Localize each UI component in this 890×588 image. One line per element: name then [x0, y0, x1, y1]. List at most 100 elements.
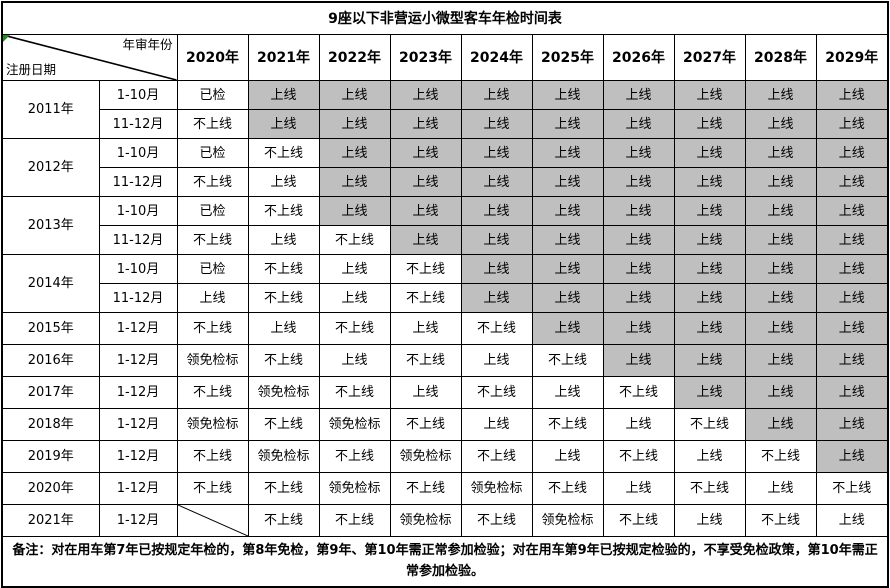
- schedule-cell: 上线: [602, 408, 675, 441]
- registration-year-cell: 2013年: [1, 196, 100, 255]
- schedule-cell: 不上线: [318, 312, 391, 345]
- schedule-cell: 上线: [247, 109, 320, 139]
- schedule-cell: 上线: [460, 254, 533, 284]
- schedule-cell: 不上线: [247, 408, 320, 441]
- schedule-cell: 上线: [602, 312, 675, 345]
- footnote-row: 备注：对在用车第7年已按规定年检的，第8年免检，第9年、第10年需正常参加检验；…: [1, 536, 889, 588]
- schedule-cell: 上线: [531, 109, 604, 139]
- registration-month-cell: 1-12月: [98, 440, 178, 473]
- column-header-year: 2021年: [247, 34, 320, 81]
- table-row: 11-12月 不上线 上线 上线 上线 上线 上线 上线 上线 上线 上线: [2, 167, 889, 197]
- schedule-cell: 上线: [602, 80, 675, 110]
- registration-month-cell: 1-12月: [98, 504, 178, 537]
- schedule-cell: 上线: [673, 344, 746, 377]
- schedule-cell: 上线: [460, 167, 533, 197]
- schedule-cell: 上线: [531, 138, 604, 168]
- schedule-cell: 不上线: [247, 138, 320, 168]
- schedule-cell: 不上线: [318, 504, 391, 537]
- schedule-cell: 上线: [815, 408, 889, 441]
- registration-year-cell: 2016年: [1, 344, 100, 377]
- schedule-cell: 上线: [602, 109, 675, 139]
- schedule-cell: 上线: [602, 167, 675, 197]
- schedule-cell: 不上线: [744, 440, 817, 473]
- column-header-year: 2023年: [389, 34, 462, 81]
- schedule-cell: 不上线: [389, 254, 462, 284]
- schedule-cell: 上线: [602, 283, 675, 313]
- registration-month-cell: 1-10月: [98, 80, 178, 110]
- schedule-cell: 上线: [318, 109, 391, 139]
- table-row: 11-12月 不上线 上线 不上线 上线 上线 上线 上线 上线 上线 上线: [2, 225, 889, 255]
- schedule-cell: 上线: [815, 196, 889, 226]
- schedule-cell: 不上线: [815, 472, 889, 505]
- diagonal-header-cell: 年审年份 注册日期: [1, 34, 178, 81]
- schedule-cell: 上线: [531, 283, 604, 313]
- schedule-cell: 上线: [815, 254, 889, 284]
- schedule-cell: 不上线: [176, 472, 249, 505]
- schedule-cell: 不上线: [602, 440, 675, 473]
- schedule-cell: 不上线: [531, 408, 604, 441]
- schedule-cell: 上线: [602, 225, 675, 255]
- registration-year-cell: 2011年: [1, 80, 100, 139]
- schedule-cell: 不上线: [176, 312, 249, 345]
- schedule-cell: 不上线: [389, 472, 462, 505]
- schedule-cell: 上线: [602, 254, 675, 284]
- schedule-cell: 不上线: [673, 472, 746, 505]
- schedule-cell: 上线: [460, 283, 533, 313]
- schedule-cell: 不上线: [318, 225, 391, 255]
- schedule-cell: 不上线: [176, 167, 249, 197]
- registration-year-cell: 2015年: [1, 312, 100, 345]
- schedule-cell: 不上线: [602, 376, 675, 409]
- registration-month-cell: 11-12月: [98, 283, 178, 313]
- registration-month-cell: 1-10月: [98, 254, 178, 284]
- table-row: 11-12月 不上线 上线 上线 上线 上线 上线 上线 上线 上线 上线: [2, 109, 889, 139]
- schedule-cell: 上线: [389, 312, 462, 345]
- schedule-cell: 已检: [176, 254, 249, 284]
- schedule-cell: 不上线: [531, 344, 604, 377]
- schedule-cell: 不上线: [389, 408, 462, 441]
- schedule-cell: 不上线: [673, 408, 746, 441]
- schedule-cell: 上线: [531, 80, 604, 110]
- schedule-cell: 上线: [460, 408, 533, 441]
- schedule-cell: 领免检标: [176, 344, 249, 377]
- cell-corner-marker-icon: [3, 35, 10, 42]
- table-row: 2017年 1-12月 不上线 领免检标 不上线 上线 不上线 上线 不上线 上线 上线 上线: [1, 376, 889, 409]
- column-header-year: 2020年: [176, 34, 249, 81]
- registration-month-cell: 1-12月: [98, 344, 178, 377]
- diagonal-line: [3, 35, 177, 80]
- schedule-cell: 上线: [602, 138, 675, 168]
- registration-year-cell: 2017年: [1, 376, 100, 409]
- schedule-cell: 上线: [318, 80, 391, 110]
- schedule-cell: 不上线: [602, 504, 675, 537]
- schedule-cell: 已检: [176, 80, 249, 110]
- registration-month-cell: 11-12月: [98, 109, 178, 139]
- schedule-cell: 上线: [318, 283, 391, 313]
- table-row: 2020年 1-12月 不上线 不上线 领免检标 不上线 领免检标 不上线 上线 不上线 上线 不上线: [1, 472, 889, 505]
- schedule-cell: 不上线: [318, 376, 391, 409]
- schedule-cell: 上线: [744, 312, 817, 345]
- schedule-cell: 领免检标: [389, 504, 462, 537]
- schedule-cell: 领免检标: [318, 408, 391, 441]
- registration-year-cell: 2020年: [1, 472, 100, 505]
- schedule-cell: 上线: [318, 344, 391, 377]
- schedule-cell: 领免检标: [318, 472, 391, 505]
- schedule-cell: 上线: [744, 283, 817, 313]
- registration-year-cell: 2019年: [1, 440, 100, 473]
- schedule-cell: 上线: [531, 440, 604, 473]
- table-row: 2018年 1-12月 领免检标 不上线 领免检标 不上线 上线 不上线 上线 不上线 上线 上线: [1, 408, 889, 441]
- registration-year-cell: 2021年: [1, 504, 100, 537]
- schedule-cell: 上线: [389, 225, 462, 255]
- header-axis-inspection-year: 年审年份: [122, 37, 173, 52]
- schedule-cell: 上线: [531, 376, 604, 409]
- empty-diagonal-cell: [176, 504, 249, 537]
- schedule-cell: 不上线: [389, 283, 462, 313]
- table-row: 2011年 1-10月 已检 上线 上线 上线 上线 上线 上线 上线 上线 上线: [1, 80, 889, 139]
- schedule-cell: 不上线: [176, 225, 249, 255]
- table-row: 2019年 1-12月 不上线 领免检标 不上线 领免检标 不上线 上线 不上线 上线 不上线 上线: [1, 440, 889, 473]
- schedule-cell: 领免检标: [531, 504, 604, 537]
- schedule-cell: 不上线: [744, 504, 817, 537]
- schedule-cell: 上线: [318, 254, 391, 284]
- schedule-cell: 上线: [602, 344, 675, 377]
- schedule-cell: 上线: [815, 167, 889, 197]
